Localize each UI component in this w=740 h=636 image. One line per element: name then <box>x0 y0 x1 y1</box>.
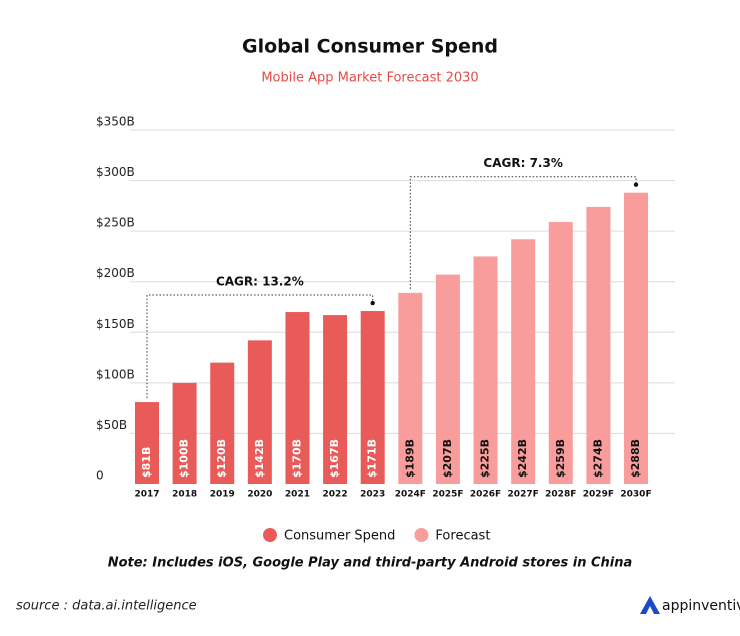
chart-subtitle: Mobile App Market Forecast 2030 <box>261 71 478 86</box>
x-tick-label: 2024F <box>395 490 426 500</box>
y-tick-label: $100B <box>96 367 135 381</box>
y-tick-label: 0 <box>96 469 104 483</box>
value-label: $207B <box>441 439 454 478</box>
value-label: $167B <box>328 439 341 478</box>
annotation-bracket <box>146 294 374 399</box>
value-label: $242B <box>516 439 529 478</box>
legend-swatch <box>414 528 429 542</box>
y-tick-label: $150B <box>96 317 135 331</box>
value-label: $274B <box>591 439 604 478</box>
value-label: $142B <box>253 439 266 478</box>
bar <box>323 315 348 484</box>
legend-swatch <box>263 528 277 542</box>
bar <box>473 256 498 484</box>
x-tick-label: 2022 <box>323 490 348 500</box>
value-label: $120B <box>215 439 228 478</box>
y-tick-label: $250B <box>96 216 135 230</box>
x-tick-label: 2028F <box>545 490 576 500</box>
value-label: $100B <box>178 439 191 478</box>
x-tick-label: 2018 <box>172 490 197 500</box>
bar <box>247 340 272 484</box>
x-tick-label: 2019 <box>210 490 235 500</box>
value-label: $225B <box>479 439 492 478</box>
bar <box>135 402 159 484</box>
value-label: $259B <box>554 439 567 478</box>
annotation-bracket <box>409 176 637 289</box>
source: source : data.ai.intelligence <box>16 599 197 614</box>
value-label: $171B <box>366 439 379 478</box>
y-tick-label: $200B <box>96 266 135 280</box>
value-label: $170B <box>290 439 303 478</box>
bar <box>360 311 385 484</box>
annotation: CAGR: 7.3% <box>483 156 562 170</box>
bar <box>548 222 573 485</box>
bar <box>435 274 460 484</box>
bar <box>624 192 648 485</box>
x-tick-label: 2021 <box>285 490 310 500</box>
x-tick-label: 2026F <box>470 490 501 500</box>
annotation: CAGR: 13.2% <box>216 275 304 289</box>
bar <box>172 382 197 484</box>
x-tick-label: 2025F <box>432 490 463 500</box>
x-tick-label: 2023 <box>360 490 385 500</box>
value-label: $81B <box>140 447 153 478</box>
brand-name: appinventiv <box>662 598 740 614</box>
legend-label: Forecast <box>435 529 490 544</box>
y-tick-label: $50B <box>96 418 127 432</box>
x-tick-label: 2020 <box>247 490 272 500</box>
bar <box>210 362 235 484</box>
chart-title: Global Consumer Spend <box>242 36 498 58</box>
legend: Consumer Spend Forecast <box>263 528 490 544</box>
bar <box>511 239 536 484</box>
x-tick-label: 2030F <box>620 490 651 500</box>
value-label: $189B <box>403 439 416 478</box>
bar <box>586 206 611 484</box>
annotation-dot <box>633 182 639 187</box>
y-tick-label: $350B <box>96 115 135 129</box>
legend-label: Consumer Spend <box>284 529 395 544</box>
x-tick-label: 2027F <box>508 490 539 500</box>
note: Note: Includes iOS, Google Play and thir… <box>108 556 633 571</box>
y-tick-label: $300B <box>96 165 135 179</box>
value-label: $288B <box>629 439 642 478</box>
brand-icon <box>640 596 660 614</box>
bar <box>285 312 310 484</box>
x-tick-label: 2029F <box>583 490 614 500</box>
brand-logo: appinventiv <box>640 596 740 614</box>
bar <box>398 292 423 484</box>
annotation-dot <box>370 300 375 306</box>
x-tick-label: 2017 <box>134 490 159 500</box>
